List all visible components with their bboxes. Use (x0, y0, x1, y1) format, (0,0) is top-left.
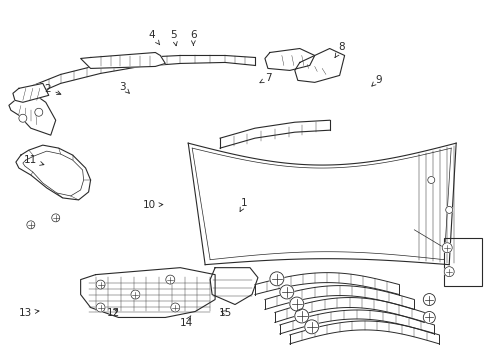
Circle shape (52, 214, 60, 222)
Circle shape (441, 243, 451, 253)
Circle shape (96, 280, 105, 289)
Polygon shape (81, 268, 215, 318)
Polygon shape (192, 148, 450, 260)
Text: 1: 1 (240, 198, 247, 212)
Circle shape (294, 309, 308, 323)
Text: 13: 13 (19, 308, 39, 318)
Polygon shape (279, 310, 433, 334)
Text: 7: 7 (259, 73, 272, 83)
Circle shape (423, 311, 434, 323)
Polygon shape (294, 49, 344, 82)
Polygon shape (210, 268, 258, 305)
Text: 11: 11 (23, 155, 44, 165)
Circle shape (165, 275, 174, 284)
Circle shape (96, 303, 105, 312)
Polygon shape (220, 120, 329, 148)
Polygon shape (254, 273, 399, 294)
Circle shape (279, 285, 293, 299)
Text: 9: 9 (371, 75, 381, 86)
Text: 15: 15 (218, 308, 231, 318)
Polygon shape (13, 84, 49, 102)
Circle shape (35, 108, 42, 116)
Circle shape (269, 272, 283, 286)
Polygon shape (264, 49, 314, 71)
Text: 4: 4 (148, 30, 160, 45)
Bar (443, 238, 481, 285)
Text: 12: 12 (106, 308, 120, 318)
Polygon shape (9, 95, 56, 135)
Circle shape (27, 221, 35, 229)
Text: 2: 2 (44, 84, 61, 95)
Circle shape (131, 290, 140, 299)
Text: 10: 10 (142, 200, 163, 210)
Circle shape (170, 303, 180, 312)
Polygon shape (81, 53, 165, 68)
Polygon shape (26, 55, 254, 98)
Circle shape (304, 320, 318, 334)
Circle shape (443, 267, 453, 276)
Text: 3: 3 (119, 82, 129, 93)
Circle shape (445, 206, 452, 213)
Text: 8: 8 (334, 42, 345, 58)
Polygon shape (289, 321, 438, 344)
Circle shape (19, 114, 27, 122)
Text: 5: 5 (170, 30, 177, 46)
Circle shape (289, 297, 303, 311)
Circle shape (427, 176, 434, 184)
Text: 6: 6 (190, 30, 196, 45)
Polygon shape (264, 285, 413, 310)
Circle shape (423, 293, 434, 306)
Polygon shape (16, 145, 90, 200)
Polygon shape (274, 298, 424, 323)
Text: 14: 14 (179, 316, 192, 328)
